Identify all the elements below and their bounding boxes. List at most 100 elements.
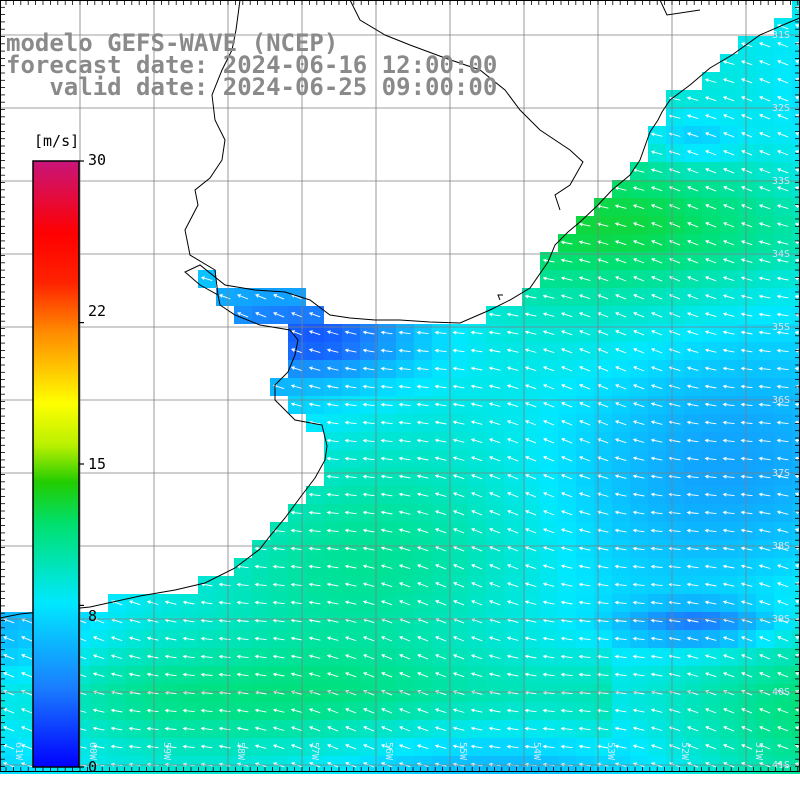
wind-arrow xyxy=(723,150,735,156)
wind-arrow xyxy=(722,96,735,102)
wind-arrow xyxy=(524,564,537,570)
wind-arrow xyxy=(524,330,537,335)
wind-arrow xyxy=(650,438,663,443)
wind-arrow xyxy=(776,474,789,479)
wind-arrow xyxy=(308,582,321,587)
wind-arrow xyxy=(776,384,789,389)
wind-arrow xyxy=(326,546,339,551)
wind-arrow xyxy=(741,204,753,210)
wind-arrow xyxy=(758,600,771,606)
wind-arrow xyxy=(380,546,393,551)
wind-arrow xyxy=(794,222,800,227)
wind-arrow xyxy=(470,402,483,407)
wind-arrow xyxy=(525,420,537,426)
wind-arrow xyxy=(578,294,591,300)
wind-arrow xyxy=(777,150,789,156)
wind-arrow xyxy=(398,402,411,407)
wind-arrow xyxy=(471,510,483,516)
wind-arrow xyxy=(543,510,555,516)
wind-arrow xyxy=(272,636,285,641)
wind-arrow xyxy=(560,258,573,263)
wind-arrow xyxy=(308,600,321,605)
wind-arrow xyxy=(452,366,465,371)
wind-arrow xyxy=(435,672,447,678)
wind-arrow xyxy=(632,744,645,749)
wind-arrow xyxy=(615,294,627,300)
wind-arrow xyxy=(704,330,717,335)
wind-arrow xyxy=(488,456,501,462)
wind-arrow xyxy=(344,528,357,533)
wind-arrow xyxy=(380,474,393,479)
wind-arrow xyxy=(200,654,213,659)
wind-arrow xyxy=(363,672,375,678)
colorbar-tick-label-22: 22 xyxy=(88,302,107,320)
wind-arrow xyxy=(561,456,573,462)
wind-arrow xyxy=(110,672,123,677)
wind-arrow xyxy=(560,510,573,516)
wind-arrow xyxy=(290,564,303,569)
wind-arrow xyxy=(668,474,681,479)
lat-label: 41S xyxy=(772,760,790,771)
wind-arrow xyxy=(236,618,249,623)
wind-arrow xyxy=(380,330,393,335)
wind-arrow xyxy=(722,636,735,642)
wind-arrow xyxy=(254,744,267,749)
wind-arrow xyxy=(470,672,483,678)
wind-cell xyxy=(792,684,800,702)
wind-arrow xyxy=(326,402,339,407)
wind-arrow xyxy=(740,564,753,569)
wind-arrow xyxy=(794,708,800,712)
wind-arrow xyxy=(489,582,501,588)
wind-arrow xyxy=(705,744,717,750)
wind-arrow xyxy=(740,582,753,587)
wind-arrow xyxy=(794,258,800,263)
wind-arrow xyxy=(417,600,429,606)
wind-arrow xyxy=(758,366,771,371)
wind-arrow xyxy=(542,708,555,713)
wind-arrow xyxy=(741,96,753,102)
wind-arrow xyxy=(452,510,465,516)
wind-arrow xyxy=(308,330,321,336)
wind-arrow xyxy=(578,312,591,318)
wind-arrow xyxy=(524,582,537,588)
wind-arrow xyxy=(740,510,753,515)
wind-arrow xyxy=(794,474,800,479)
wind-arrow xyxy=(561,402,573,408)
wind-arrow xyxy=(614,186,627,191)
wind-arrow xyxy=(651,240,663,246)
wind-arrow xyxy=(489,492,501,498)
wind-arrow xyxy=(524,726,537,731)
wind-arrow xyxy=(632,600,645,605)
wind-arrow xyxy=(453,546,465,552)
wind-arrow xyxy=(236,726,249,731)
wind-arrow xyxy=(308,312,321,318)
wind-arrow xyxy=(434,366,447,371)
wind-arrow xyxy=(777,636,789,642)
wind-arrow xyxy=(146,744,159,749)
wind-arrow xyxy=(722,366,735,371)
title-line-1: modelo GEFS-WAVE (NCEP) xyxy=(6,29,339,57)
lat-label: 39S xyxy=(772,614,790,625)
wind-arrow xyxy=(524,546,537,552)
wind-arrow xyxy=(687,258,699,264)
lon-label: 52W xyxy=(679,742,690,761)
wind-arrow xyxy=(452,672,465,678)
wind-arrow xyxy=(560,708,573,713)
wind-arrow xyxy=(506,726,519,731)
wind-arrow xyxy=(488,348,501,353)
wind-arrow xyxy=(363,654,375,660)
wind-arrow xyxy=(507,456,519,462)
wind-arrow xyxy=(416,348,429,353)
wind-cell xyxy=(792,630,800,648)
wind-arrow xyxy=(722,492,735,497)
wind-arrow xyxy=(218,654,231,659)
wind-arrow xyxy=(632,420,645,426)
wind-arrow xyxy=(327,744,339,750)
wind-arrow xyxy=(705,222,717,228)
wind-arrow xyxy=(254,618,267,623)
wind-arrow xyxy=(506,654,519,659)
wind-arrow xyxy=(777,600,789,606)
wind-arrow xyxy=(722,78,735,84)
wind-arrow xyxy=(416,744,429,750)
wind-arrow xyxy=(578,654,591,659)
